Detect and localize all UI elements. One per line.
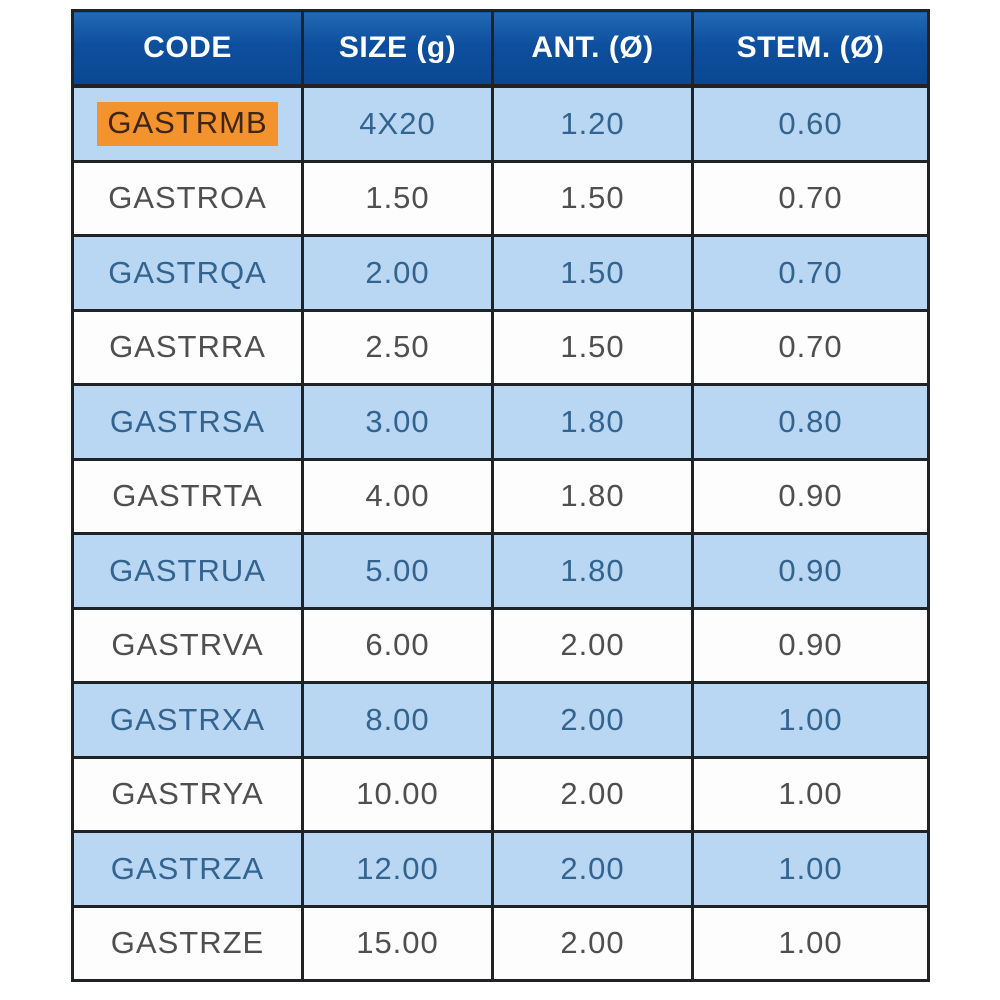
- cell-ant: 1.80: [491, 457, 694, 535]
- cell-ant: 1.50: [491, 234, 694, 312]
- cell-size: 2.50: [301, 308, 494, 386]
- cell-stem: 0.70: [691, 308, 930, 386]
- table-header: CODE SIZE (g) ANT. (Ø) STEM. (Ø): [71, 9, 930, 88]
- cell-stem: 1.00: [691, 681, 930, 759]
- cell-size: 4X20: [301, 84, 494, 163]
- table-body: GASTRMB 4X20 1.20 0.60 GASTROA 1.50 1.50 0.70 GA…: [71, 84, 930, 982]
- table-row: GASTRUA 5.00 1.80 0.90: [71, 532, 930, 610]
- cell-size: 12.00: [301, 830, 494, 908]
- cell-code: GASTROA: [71, 159, 304, 237]
- table-row: GASTRXA 8.00 2.00 1.00: [71, 681, 930, 759]
- table-row: GASTRZE 15.00 2.00 1.00: [71, 904, 930, 982]
- table-row: GASTRYA 10.00 2.00 1.00: [71, 755, 930, 833]
- header-size: SIZE (g): [301, 9, 494, 88]
- table-row: GASTRRA 2.50 1.50 0.70: [71, 308, 930, 386]
- cell-stem: 0.60: [691, 84, 930, 163]
- cell-ant: 2.00: [491, 830, 694, 908]
- cell-ant: 1.20: [491, 84, 694, 163]
- table-row: GASTRTA 4.00 1.80 0.90: [71, 457, 930, 535]
- cell-ant: 1.50: [491, 159, 694, 237]
- cell-size: 4.00: [301, 457, 494, 535]
- cell-size: 10.00: [301, 755, 494, 833]
- cell-ant: 1.80: [491, 383, 694, 461]
- cell-code: GASTRZE: [71, 904, 304, 982]
- cell-code: GASTRRA: [71, 308, 304, 386]
- cell-ant: 1.50: [491, 308, 694, 386]
- cell-size: 6.00: [301, 606, 494, 684]
- selected-code-highlight: GASTRMB: [97, 101, 278, 146]
- cell-code: GASTRYA: [71, 755, 304, 833]
- cell-ant: 2.00: [491, 681, 694, 759]
- cell-stem: 1.00: [691, 755, 930, 833]
- cell-stem: 0.70: [691, 159, 930, 237]
- cell-size: 5.00: [301, 532, 494, 610]
- cell-size: 15.00: [301, 904, 494, 982]
- cell-code: GASTRMB: [71, 84, 304, 163]
- table-row: GASTRQA 2.00 1.50 0.70: [71, 234, 930, 312]
- header-code: CODE: [71, 9, 304, 88]
- cell-stem: 0.90: [691, 532, 930, 610]
- header-stem: STEM. (Ø): [691, 9, 930, 88]
- header-ant: ANT. (Ø): [491, 9, 694, 88]
- table-row: GASTROA 1.50 1.50 0.70: [71, 159, 930, 237]
- cell-size: 2.00: [301, 234, 494, 312]
- cell-ant: 1.80: [491, 532, 694, 610]
- table-row: GASTRVA 6.00 2.00 0.90: [71, 606, 930, 684]
- cell-stem: 1.00: [691, 830, 930, 908]
- header-row: CODE SIZE (g) ANT. (Ø) STEM. (Ø): [71, 9, 930, 88]
- cell-size: 3.00: [301, 383, 494, 461]
- cell-ant: 2.00: [491, 755, 694, 833]
- cell-stem: 0.90: [691, 606, 930, 684]
- cell-code: GASTRXA: [71, 681, 304, 759]
- cell-code: GASTRTA: [71, 457, 304, 535]
- cell-stem: 0.70: [691, 234, 930, 312]
- spec-table: CODE SIZE (g) ANT. (Ø) STEM. (Ø) GASTRMB…: [71, 9, 930, 982]
- table-row: GASTRZA 12.00 2.00 1.00: [71, 830, 930, 908]
- cell-code: GASTRVA: [71, 606, 304, 684]
- cell-size: 1.50: [301, 159, 494, 237]
- cell-stem: 1.00: [691, 904, 930, 982]
- cell-ant: 2.00: [491, 606, 694, 684]
- cell-code: GASTRSA: [71, 383, 304, 461]
- cell-code: GASTRQA: [71, 234, 304, 312]
- cell-size: 8.00: [301, 681, 494, 759]
- cell-ant: 2.00: [491, 904, 694, 982]
- cell-stem: 0.90: [691, 457, 930, 535]
- cell-stem: 0.80: [691, 383, 930, 461]
- cell-code: GASTRUA: [71, 532, 304, 610]
- cell-code: GASTRZA: [71, 830, 304, 908]
- table-row: GASTRMB 4X20 1.20 0.60: [71, 84, 930, 163]
- table-row: GASTRSA 3.00 1.80 0.80: [71, 383, 930, 461]
